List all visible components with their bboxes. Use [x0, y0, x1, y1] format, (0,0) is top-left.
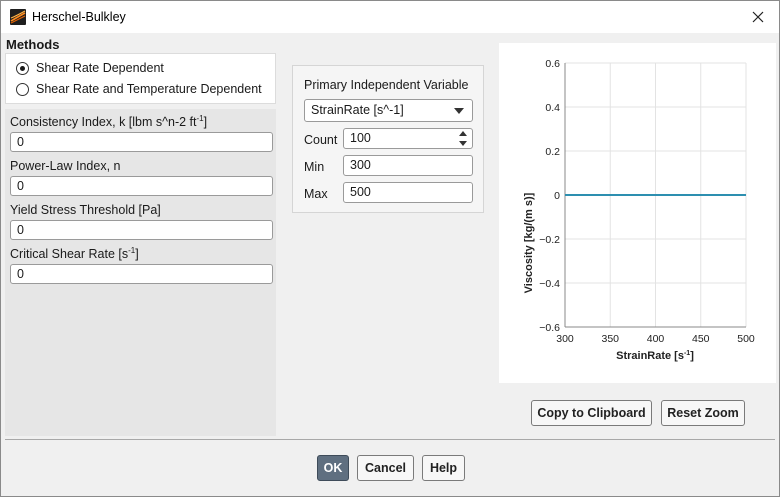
- power-law-index-label: Power-Law Index, n: [10, 159, 121, 173]
- min-label: Min: [304, 160, 325, 174]
- reset-zoom-button[interactable]: Reset Zoom: [661, 400, 745, 426]
- max-input[interactable]: 500: [343, 182, 473, 203]
- critical-shear-rate-label: Critical Shear Rate [s-1]: [10, 245, 139, 261]
- method-shear-rate-dependent[interactable]: Shear Rate Dependent: [16, 59, 164, 77]
- y-axis-label: Viscosity [kg/(m s)]: [523, 192, 535, 293]
- plot-panel: 300 350 400 450 500 0.6 0.4 0.2 0 −0.2 −0.4 −0.6 Vi…: [499, 43, 776, 437]
- close-button[interactable]: [737, 1, 779, 32]
- radio-button[interactable]: [16, 61, 29, 75]
- dialog-body: Methods Shear Rate Dependent Shear Rate …: [1, 33, 779, 496]
- viscosity-chart[interactable]: 300 350 400 450 500 0.6 0.4 0.2 0 −0.2 −0.4 −0.6 Vi…: [499, 43, 776, 383]
- radio-button[interactable]: [16, 82, 29, 96]
- primary-independent-variable-group: Primary Independent Variable StrainRate …: [292, 65, 484, 213]
- title-bar: Herschel-Bulkley: [1, 1, 779, 33]
- y-tick-label: 0.6: [545, 58, 560, 70]
- x-tick-label: 450: [692, 333, 710, 345]
- footer-separator: [5, 439, 775, 440]
- x-tick-label: 500: [737, 333, 755, 345]
- min-input[interactable]: 300: [343, 155, 473, 176]
- y-tick-label: 0: [554, 190, 560, 202]
- radio-label: Shear Rate Dependent: [36, 61, 164, 75]
- x-axis-label: StrainRate [s-1]: [616, 350, 694, 362]
- consistency-index-input[interactable]: 0: [10, 132, 273, 152]
- x-tick-label: 350: [601, 333, 619, 345]
- x-tick-label: 300: [556, 333, 574, 345]
- dropdown-arrow-icon: [454, 108, 464, 114]
- fluent-app-icon: [10, 9, 26, 25]
- copy-to-clipboard-button[interactable]: Copy to Clipboard: [531, 400, 652, 426]
- window-title: Herschel-Bulkley: [32, 10, 126, 24]
- critical-shear-rate-input[interactable]: 0: [10, 264, 273, 284]
- count-value: 100: [350, 131, 371, 145]
- count-stepper[interactable]: 100: [343, 128, 473, 149]
- ok-button[interactable]: OK: [317, 455, 349, 481]
- parameters-panel: Consistency Index, k [lbm s^n-2 ft-1] 0 …: [5, 109, 276, 436]
- methods-title: Methods: [6, 37, 60, 52]
- y-tick-label: 0.4: [545, 102, 560, 114]
- count-label: Count: [304, 133, 338, 147]
- help-button[interactable]: Help: [422, 455, 465, 481]
- max-label: Max: [304, 187, 328, 201]
- y-tick-label: −0.6: [539, 322, 560, 334]
- close-icon: [752, 11, 764, 22]
- power-law-index-input[interactable]: 0: [10, 176, 273, 196]
- plot-button-bar: Copy to Clipboard Reset Zoom: [499, 383, 776, 437]
- radio-label: Shear Rate and Temperature Dependent: [36, 82, 262, 96]
- y-tick-label: −0.2: [539, 234, 560, 246]
- yield-stress-label: Yield Stress Threshold [Pa]: [10, 203, 161, 217]
- piv-title: Primary Independent Variable: [304, 78, 469, 92]
- consistency-index-label: Consistency Index, k [lbm s^n-2 ft-1]: [10, 113, 208, 129]
- yield-stress-input[interactable]: 0: [10, 220, 273, 240]
- x-tick-label: 400: [647, 333, 665, 345]
- independent-variable-dropdown[interactable]: StrainRate [s^-1]: [304, 99, 473, 122]
- methods-group: Shear Rate Dependent Shear Rate and Temp…: [5, 53, 276, 104]
- y-tick-label: 0.2: [545, 146, 560, 158]
- y-tick-label: −0.4: [539, 278, 560, 290]
- method-shear-rate-temperature[interactable]: Shear Rate and Temperature Dependent: [16, 80, 262, 98]
- cancel-button[interactable]: Cancel: [357, 455, 414, 481]
- spin-arrows-icon[interactable]: [459, 130, 469, 147]
- dropdown-value: StrainRate [s^-1]: [311, 103, 404, 117]
